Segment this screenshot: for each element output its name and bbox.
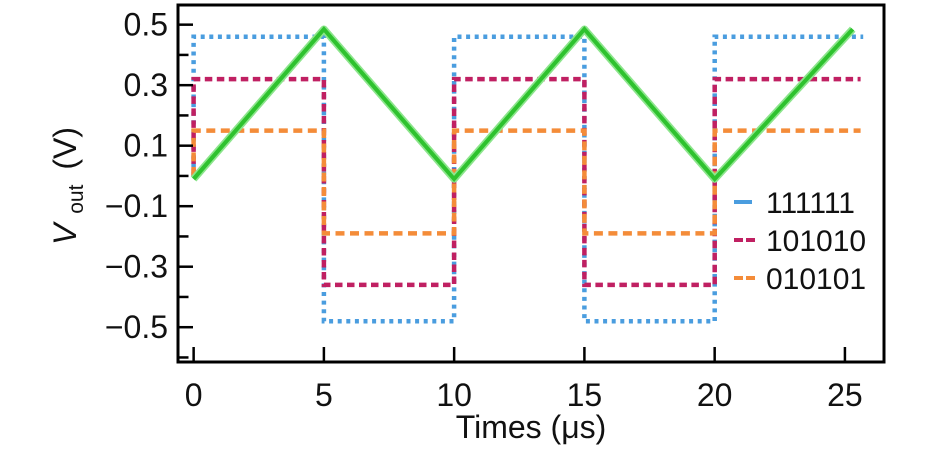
y-tick-label: 0.1	[124, 128, 168, 164]
legend-label-111111: 111111	[766, 187, 855, 220]
legend-label-101010: 101010	[766, 225, 866, 258]
y-tick-label: −0.5	[105, 309, 168, 345]
y-tick-label: −0.1	[105, 188, 168, 224]
legend-item-101010: 101010	[734, 225, 866, 258]
series-triangle-ramp-halo	[190, 25, 856, 183]
series-111111-line	[191, 34, 864, 324]
x-tick-label: 20	[697, 377, 733, 413]
legend: 111111 101010 010101	[734, 187, 866, 296]
x-tick-labels: 0 5 10 15 20 25	[185, 377, 863, 413]
legend-item-111111: 111111	[734, 187, 855, 220]
x-tick-label: 0	[185, 377, 203, 413]
series-101010-line	[191, 76, 861, 288]
y-axis-title-unit: (V)	[47, 127, 83, 170]
x-tick-label: 10	[436, 377, 472, 413]
y-axis-title: V out (V)	[47, 127, 90, 245]
x-tick-label: 25	[827, 377, 863, 413]
x-tick-label: 5	[315, 377, 333, 413]
legend-label-010101: 010101	[766, 263, 866, 296]
series-010101-line	[191, 128, 861, 236]
plot-frame	[176, 3, 886, 364]
y-tick-label: −0.3	[105, 249, 168, 285]
y-tick-label: 0.5	[124, 7, 168, 43]
legend-item-010101: 010101	[734, 263, 866, 296]
y-tick-labels: 0.5 0.3 0.1 −0.1 −0.3 −0.5	[105, 7, 168, 346]
y-axis-title-symbol: V	[47, 221, 83, 245]
axis-ticks	[179, 23, 847, 361]
x-tick-label: 15	[567, 377, 603, 413]
series-triangle-ramp-line	[192, 26, 855, 183]
x-axis-title: Times (μs)	[456, 409, 607, 445]
waveform-traces	[190, 25, 864, 324]
y-tick-label: 0.3	[124, 67, 168, 103]
y-axis-title-subscript: out	[65, 184, 88, 213]
